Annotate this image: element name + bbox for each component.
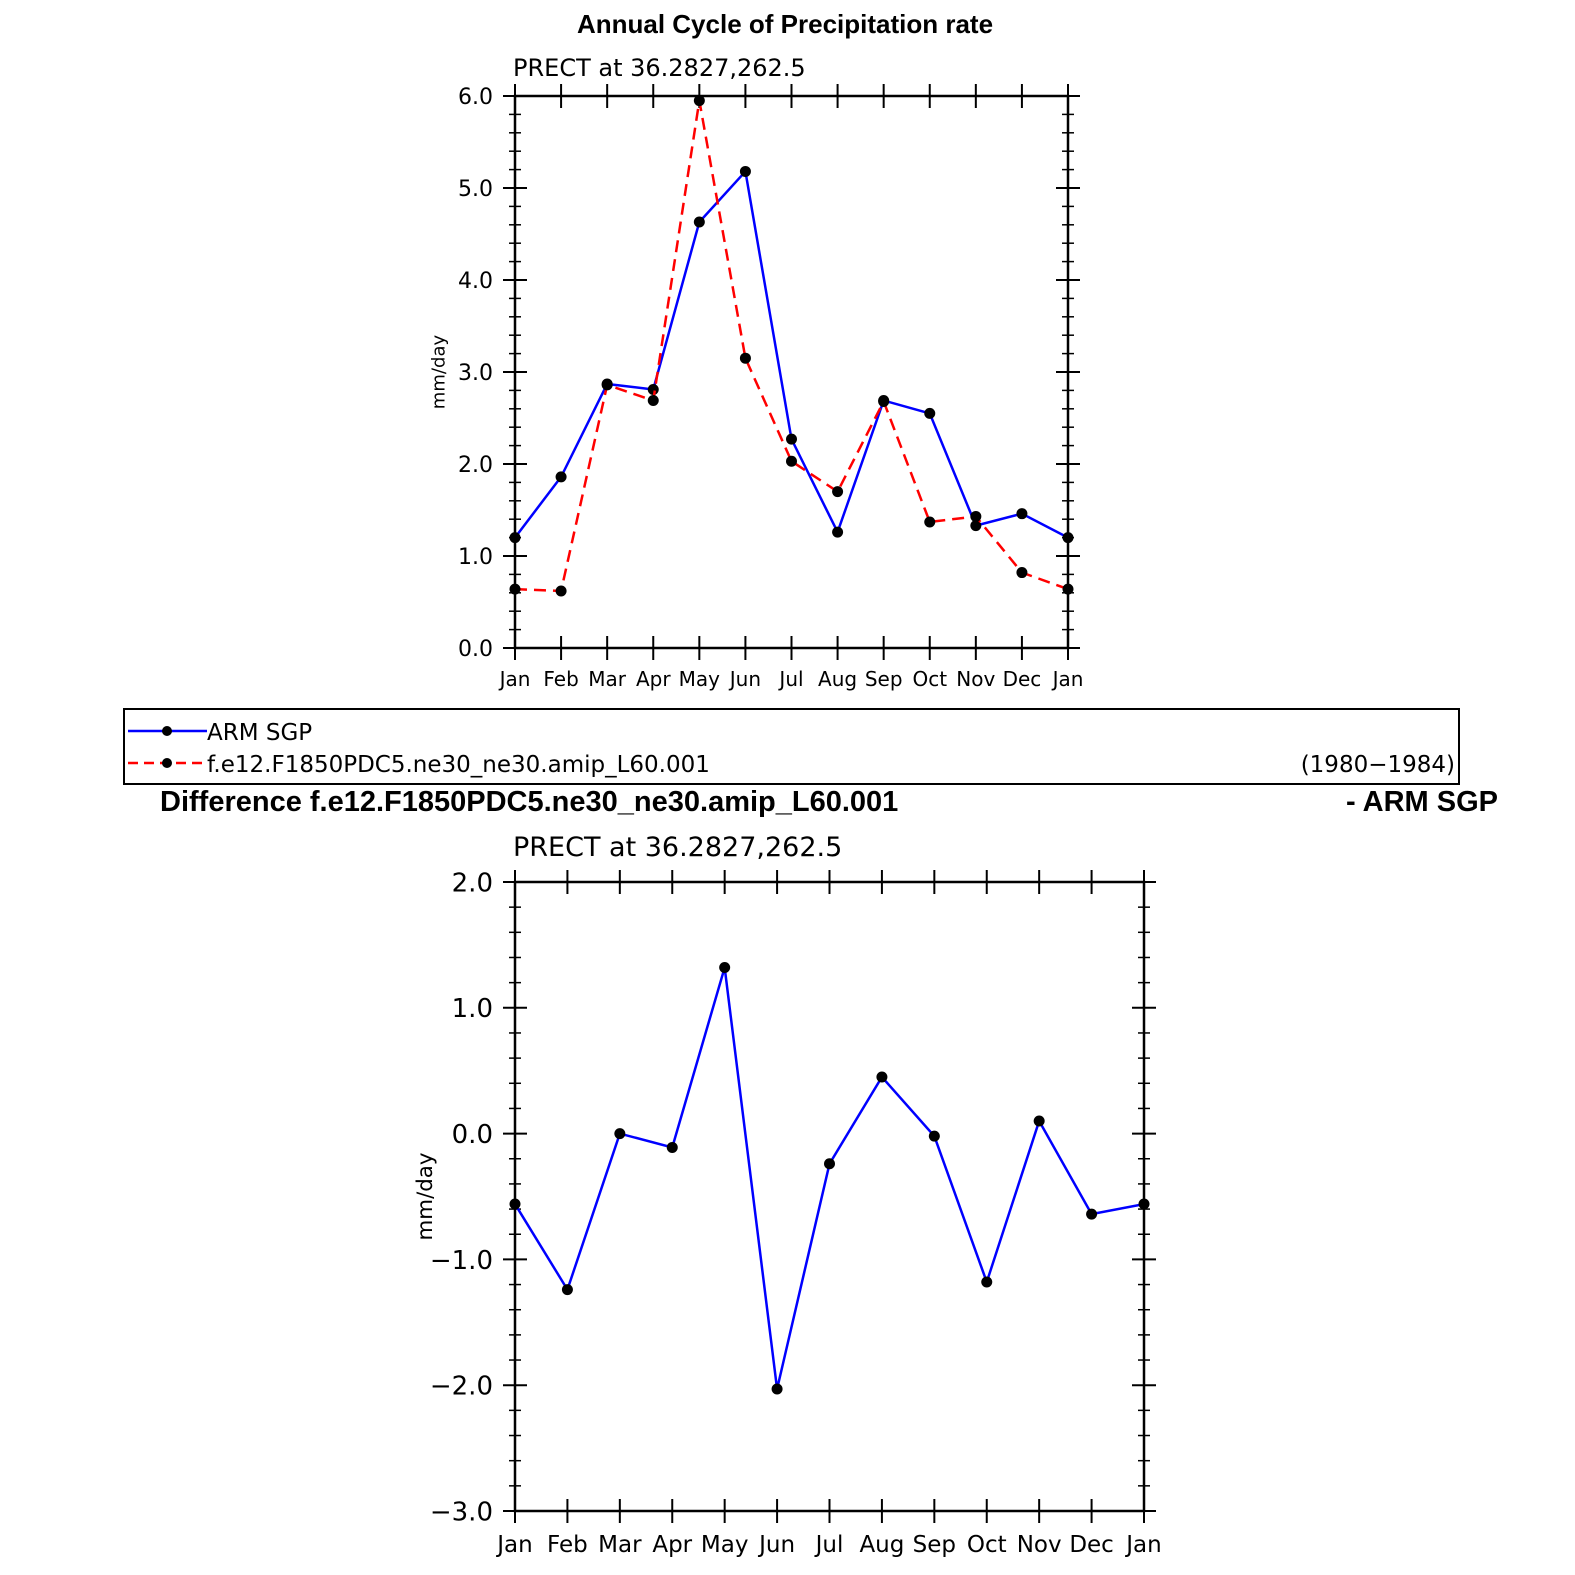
top-xtick-label: Jan [1051,667,1084,691]
top-xtick-label: May [679,667,721,691]
bottom-frame [513,880,1146,1513]
top-xtick-label: Jul [777,667,803,691]
bottom-ytick-label: −2.0 [430,1372,493,1402]
top-series-0-point [970,520,982,532]
top-series-1-point [786,455,797,467]
top-series-1-point [739,352,751,364]
top-xtick-label: Nov [956,667,995,691]
top-series-0-point [832,526,844,538]
top-series-line-1 [514,100,1069,593]
bottom-xtick-label: Jan [495,1532,532,1558]
bottom-xtick-label: Nov [1017,1532,1062,1558]
bottom-chart-subtitle: PRECT at 36.2827,262.5 [513,832,842,863]
legend-period: (1980−1984) [1301,752,1455,778]
top-series-1-point [601,379,613,391]
bottom-series-0-point [509,1198,521,1210]
legend-marker-model [162,758,172,768]
top-xtick-label: Aug [818,667,857,691]
bottom-xtick-label: May [701,1532,749,1558]
bottom-ylabel: mm/day [413,1153,438,1241]
bottom-series-0-point [771,1383,783,1395]
top-xtick-label: Jun [728,667,761,691]
top-ytick-label: 4.0 [458,269,493,294]
top-series-1-point [509,583,521,595]
top-ytick-label: 5.0 [458,177,493,202]
bottom-series-0-point [876,1071,888,1083]
legend-entry-model: f.e12.F1850PDC5.ne30_ne30.amip_L60.001 [207,752,710,778]
top-series-1-point [693,95,705,107]
top-ytick-label: 1.0 [458,545,493,570]
top-ylabel: mm/day [429,334,450,409]
bottom-ytick-label: 0.0 [452,1120,493,1150]
top-ytick-label: 0.0 [458,637,493,662]
top-xtick-label: Oct [912,667,947,691]
top-series-1-point [647,395,659,407]
bottom-xtick-label: Jun [757,1532,795,1558]
bottom-xtick-label: Dec [1069,1532,1114,1558]
legend-entry-arm: ARM SGP [207,720,312,746]
bottom-series-0-point [1086,1208,1098,1220]
bottom-series-0-point [981,1276,993,1288]
legend-box [123,708,1460,785]
bottom-series-0-point [1033,1115,1045,1127]
top-ytick-label: 6.0 [458,85,493,110]
top-series-1-point [924,516,936,528]
bottom-series-line-0 [513,967,1145,1390]
top-xtick-label: Jan [498,667,531,691]
top-chart-title: Annual Cycle of Precipitation rate [577,9,993,39]
top-series-0-point [739,165,751,177]
bottom-series-0-point [666,1141,678,1153]
top-ytick-label: 3.0 [458,361,493,386]
top-ytick-label: 2.0 [458,453,493,478]
top-series-1-point [555,585,567,597]
top-series-1-point [878,395,890,407]
bottom-ytick-label: −1.0 [430,1246,493,1276]
bottom-xtick-label: Jan [1124,1532,1161,1558]
bottom-xtick-label: Mar [598,1532,642,1558]
bottom-ytick-label: 1.0 [452,994,493,1024]
legend: ARM SGP f.e12.F1850PDC5.ne30_ne30.amip_L… [123,708,1460,785]
bottom-xtick-label: Sep [913,1532,956,1558]
top-series-0-point [1016,508,1028,520]
top-frame [513,94,1070,650]
bottom-xtick-label: Apr [652,1532,692,1558]
bottom-xtick-label: Feb [547,1532,588,1558]
top-series-line-0 [514,168,1069,539]
bottom-series-0-point [614,1128,626,1140]
top-series-0-point [1062,532,1074,544]
bottom-series-0-point [928,1130,940,1142]
bottom-chart-title-right: - ARM SGP [1346,786,1498,818]
top-series-1-point [1016,567,1028,579]
bottom-xtick-label: Oct [967,1532,1007,1558]
bottom-chart-title: Difference f.e12.F1850PDC5.ne30_ne30.ami… [160,786,898,818]
top-xtick-label: Apr [636,667,671,691]
top-series-0-point [647,383,659,395]
bottom-series-0-point [719,962,731,974]
bottom-xtick-label: Jul [814,1532,844,1558]
legend-marker-arm [162,726,172,736]
bottom-plot-area: −3.0 −2.0 −1.0 0.0 1.0 2.0 Jan Feb Mar Apr May Jun J… [413,868,1162,1558]
top-series-0-point [693,216,705,228]
top-series-0-point [509,532,521,544]
top-series-0-point [786,433,797,445]
top-chart-subtitle: PRECT at 36.2827,262.5 [513,54,806,82]
bottom-series-0-point [824,1158,835,1170]
top-xtick-label: Mar [588,667,627,691]
bottom-ytick-label: 2.0 [452,868,493,898]
top-series-1-point [832,486,844,498]
top-xtick-label: Feb [543,667,578,691]
top-series-1-point [970,510,982,522]
top-series-0-point [555,471,567,483]
top-xtick-label: Dec [1003,667,1042,691]
bottom-series-0-point [561,1284,573,1296]
top-xtick-label: Sep [865,667,903,691]
bottom-xtick-label: Aug [859,1532,904,1558]
top-plot-area: 0.0 1.0 2.0 3.0 4.0 5.0 6.0 Jan Feb Mar Apr May Jun J… [429,84,1084,691]
bottom-ytick-label: −3.0 [430,1497,493,1527]
bottom-series-0-point [1138,1198,1150,1210]
top-series-1-point [1062,583,1074,595]
top-series-0-point [924,407,936,419]
